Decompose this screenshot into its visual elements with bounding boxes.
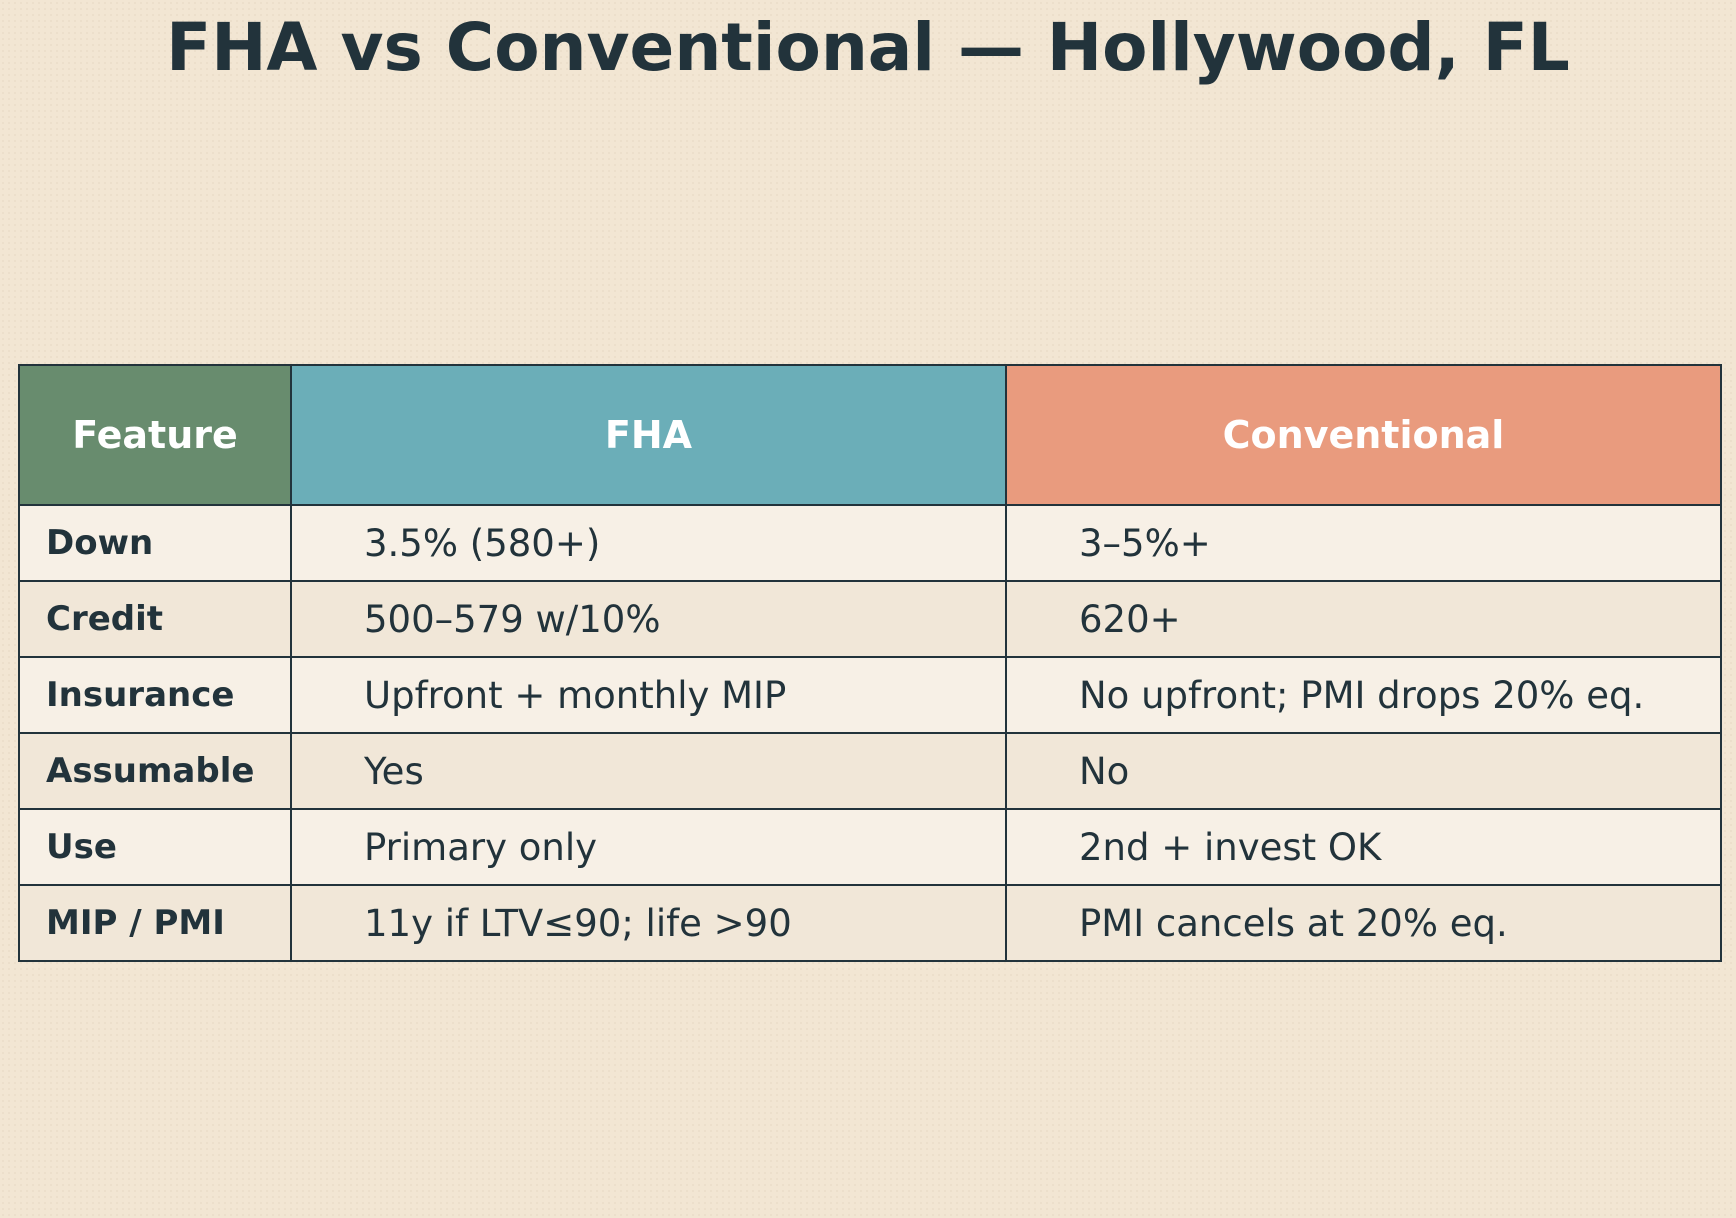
fha-cell: Primary only (290, 808, 1007, 886)
feature-cell: Use (18, 808, 292, 886)
header-fha: FHA (290, 364, 1007, 506)
page-title: FHA vs Conventional — Hollywood, FL (166, 9, 1570, 86)
header-feature: Feature (18, 364, 292, 506)
conventional-cell: 3–5%+ (1005, 504, 1722, 582)
feature-cell: Down (18, 504, 292, 582)
table-row: Use Primary only 2nd + invest OK (18, 808, 1722, 886)
feature-cell: Insurance (18, 656, 292, 734)
table-row: Insurance Upfront + monthly MIP No upfro… (18, 656, 1722, 734)
fha-cell: 11y if LTV≤90; life >90 (290, 884, 1007, 962)
feature-cell: MIP / PMI (18, 884, 292, 962)
table-row: Down 3.5% (580+) 3–5%+ (18, 504, 1722, 582)
conventional-cell: PMI cancels at 20% eq. (1005, 884, 1722, 962)
conventional-cell: No upfront; PMI drops 20% eq. (1005, 656, 1722, 734)
comparison-table: Feature FHA Conventional Down 3.5% (580+… (18, 364, 1722, 962)
table-row: Credit 500–579 w/10% 620+ (18, 580, 1722, 658)
feature-cell: Credit (18, 580, 292, 658)
header-conventional: Conventional (1005, 364, 1722, 506)
table-row: MIP / PMI 11y if LTV≤90; life >90 PMI ca… (18, 884, 1722, 962)
conventional-cell: 2nd + invest OK (1005, 808, 1722, 886)
conventional-cell: 620+ (1005, 580, 1722, 658)
fha-cell: 500–579 w/10% (290, 580, 1007, 658)
conventional-cell: No (1005, 732, 1722, 810)
feature-cell: Assumable (18, 732, 292, 810)
table-row: Assumable Yes No (18, 732, 1722, 810)
fha-cell: Yes (290, 732, 1007, 810)
table-header-row: Feature FHA Conventional (18, 364, 1722, 506)
fha-cell: Upfront + monthly MIP (290, 656, 1007, 734)
fha-cell: 3.5% (580+) (290, 504, 1007, 582)
